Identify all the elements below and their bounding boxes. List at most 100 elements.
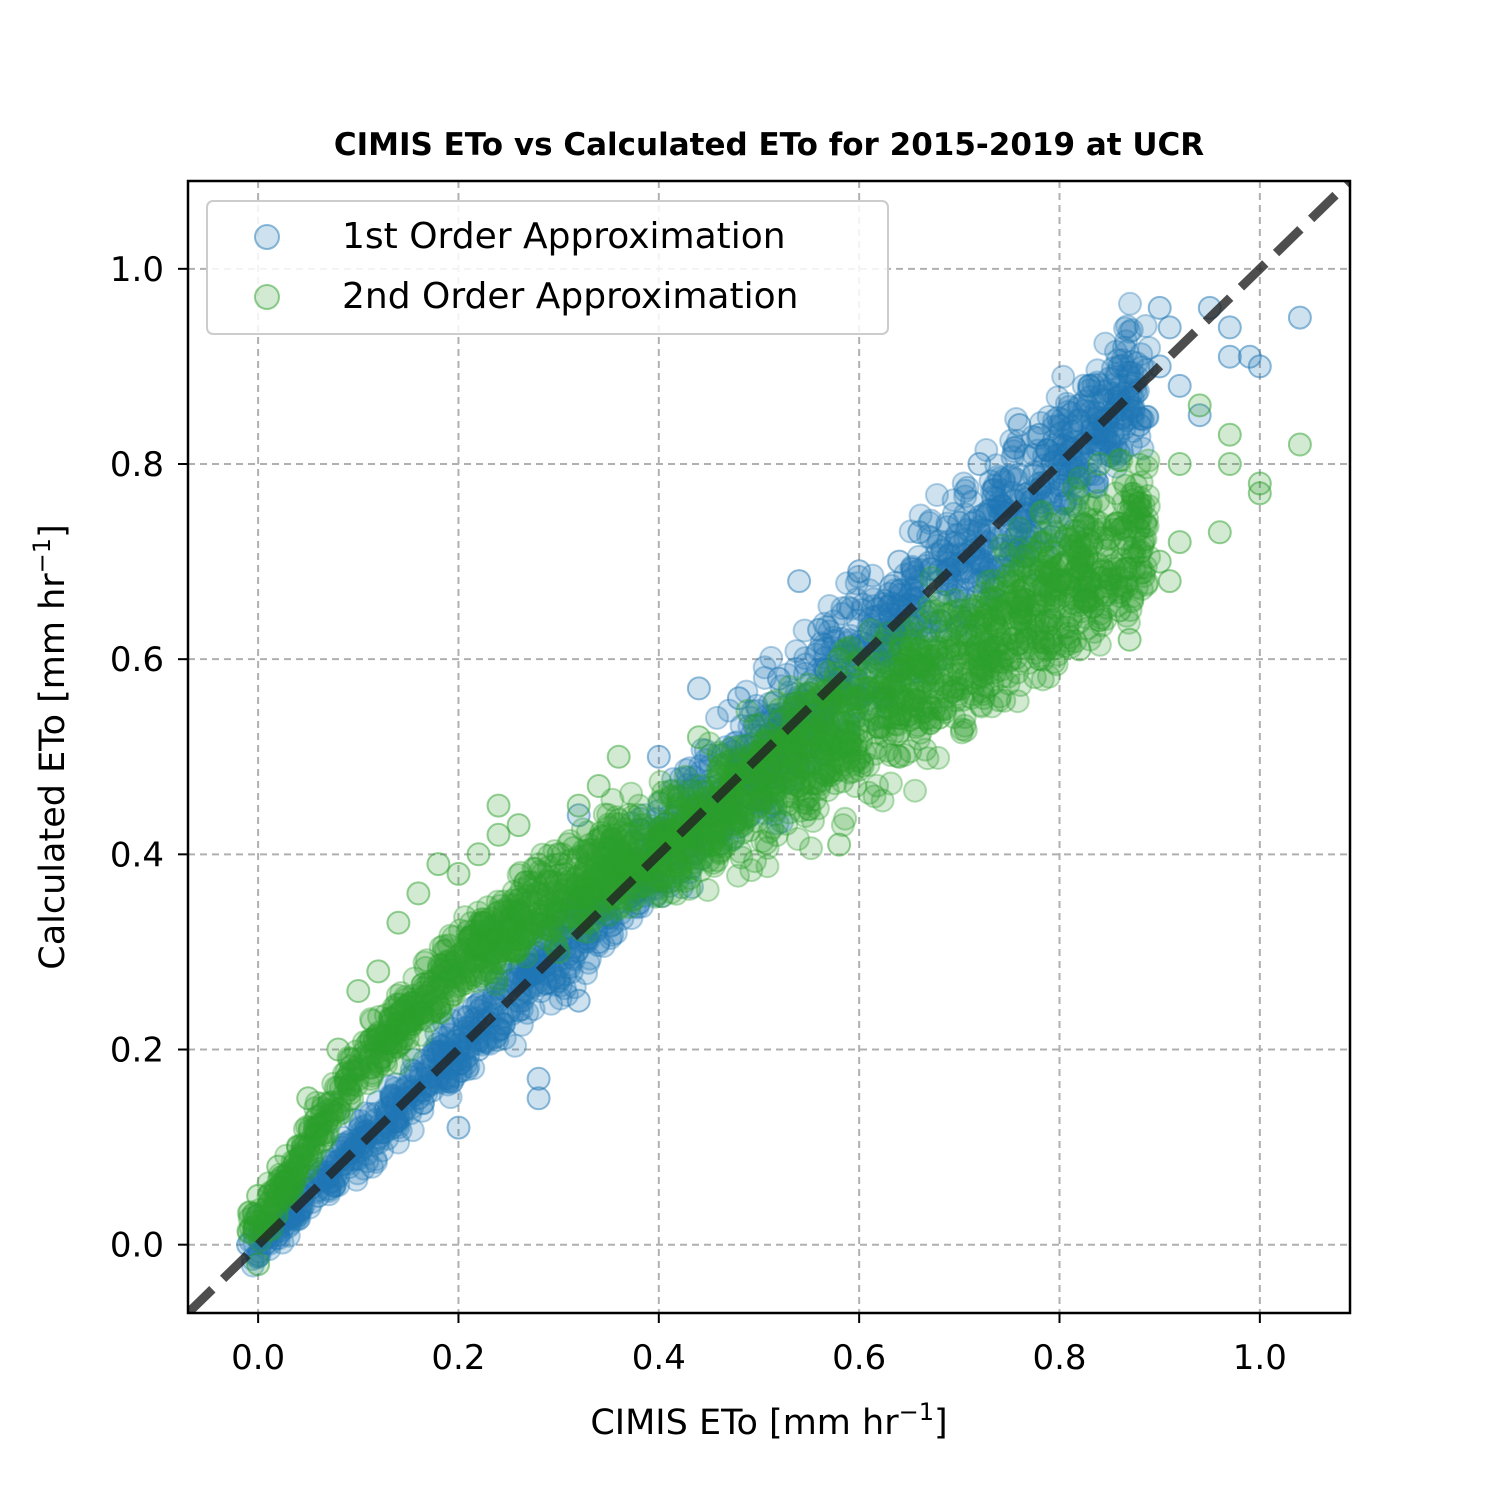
series-1-cloud-point [1039, 491, 1064, 516]
series-1-cloud-point [792, 661, 817, 686]
series-1-cloud-point [751, 710, 776, 735]
series-1-cloud-point [830, 596, 855, 621]
y-tick-label: 1.0 [110, 250, 164, 290]
series-1-cloud-point [979, 478, 1004, 503]
series-2-point [326, 1037, 351, 1062]
series-1-cloud-point [769, 701, 794, 726]
series-1-cloud-point [698, 743, 723, 768]
series-1-cloud-point [1007, 535, 1032, 560]
x-tick-label: 0.2 [431, 1338, 485, 1378]
series-1-cloud-point [675, 773, 700, 797]
series-1-cloud-point [360, 1154, 384, 1179]
series-1-cloud-point [589, 863, 614, 888]
series-1-cloud-point [705, 705, 729, 730]
series-1-cloud-point [900, 557, 925, 582]
series-2-point [1167, 452, 1192, 476]
series-1-cloud-point [726, 815, 751, 840]
series-1-cloud-point [879, 573, 904, 598]
series-1-point [1217, 344, 1242, 369]
series-1-cloud-point [342, 1107, 367, 1132]
series-1-cloud-point [997, 544, 1022, 569]
series-2-point [1247, 481, 1272, 506]
y-tick-label: 0.8 [110, 445, 164, 485]
series-1-cloud-point [326, 1173, 351, 1198]
legend-marker-series-2 [254, 284, 280, 310]
series-2-point [686, 725, 711, 750]
series-1-cloud-point [793, 646, 818, 671]
series-1-cloud-point [542, 972, 567, 997]
series-1-point [1107, 354, 1132, 379]
series-2-point [346, 979, 371, 1003]
series-1-cloud-point [677, 860, 702, 885]
series-1-cloud-point [951, 471, 976, 496]
series-1-cloud-point [531, 904, 556, 929]
series-1-cloud-point [623, 846, 648, 871]
series-1-cloud-point [464, 993, 489, 1018]
series-2-cloud-point [593, 870, 618, 895]
series-1-cloud-point [383, 1076, 408, 1101]
series-2-point [1087, 452, 1112, 476]
series-1-cloud-point [913, 553, 938, 578]
series-2-point [1217, 422, 1242, 447]
series-1-point [847, 559, 872, 584]
series-2-point [1067, 637, 1092, 662]
series-1-cloud-point [1051, 364, 1076, 389]
series-1-point [1287, 305, 1312, 330]
series-2-point [296, 1086, 321, 1111]
series-2-cloud-point [878, 771, 903, 796]
series-1-cloud-point [936, 529, 961, 554]
series-1-cloud-point [469, 988, 494, 1013]
series-2-cloud-point [337, 1077, 362, 1102]
series-1-cloud-point [401, 1047, 426, 1072]
series-1-cloud-point [760, 703, 785, 728]
series-1-cloud-point [1063, 494, 1087, 519]
series-1-cloud-point [581, 864, 606, 889]
series-2-point [787, 774, 812, 798]
series-1-cloud-point [667, 791, 692, 816]
series-1-cloud-point [908, 503, 933, 528]
series-2-cloud-point [833, 806, 858, 831]
series-1-cloud-point [507, 953, 532, 978]
series-1-cloud-point [984, 574, 1009, 599]
series-1-cloud-point [982, 556, 1007, 581]
series-1-cloud-point [675, 765, 700, 790]
series-1-cloud-point [500, 967, 525, 992]
series-1-cloud-point [806, 638, 831, 663]
series-1-cloud-point [610, 906, 635, 931]
series-1-cloud-point [727, 746, 752, 771]
series-2-point [927, 705, 952, 730]
y-tick-label: 0.2 [110, 1031, 164, 1071]
x-tick-label: 0.4 [632, 1338, 686, 1378]
series-1-cloud-point [809, 739, 834, 763]
series-1-cloud-point [963, 569, 988, 593]
series-1-cloud-point [1000, 445, 1025, 470]
series-1-cloud-point [384, 1072, 409, 1097]
series-1-cloud-point [560, 945, 585, 970]
series-1-cloud-point [497, 969, 522, 994]
series-1-cloud-point [1104, 339, 1128, 364]
series-1-cloud-point [907, 557, 932, 582]
series-1-cloud-point [690, 835, 715, 860]
series-2-cloud-point [1134, 455, 1159, 480]
series-1-cloud-point [474, 970, 499, 995]
series-2-cloud-point [1066, 484, 1091, 509]
series-1-cloud-point [1024, 525, 1048, 550]
series-1-cloud-point [451, 1006, 476, 1031]
series-2-cloud-point [891, 685, 916, 710]
series-1-cloud-point [553, 962, 578, 987]
series-1-cloud-point [860, 605, 885, 630]
series-1-cloud-point [941, 488, 966, 513]
series-1-point [546, 969, 571, 994]
series-1-cloud-point [835, 595, 860, 620]
series-2-point [827, 832, 852, 857]
series-2-cloud-point [799, 836, 823, 861]
series-1-cloud-point [1061, 470, 1086, 495]
series-1-cloud-point [635, 877, 660, 902]
series-2-point [406, 881, 431, 906]
series-1-cloud-point [882, 673, 907, 697]
x-axis-label: CIMIS ETo [mm hr−1] [590, 1398, 947, 1443]
series-1-point [686, 676, 711, 701]
series-1-cloud-point [1066, 465, 1091, 490]
series-1-cloud-point [1066, 481, 1091, 506]
series-2-cloud-point [763, 689, 788, 714]
